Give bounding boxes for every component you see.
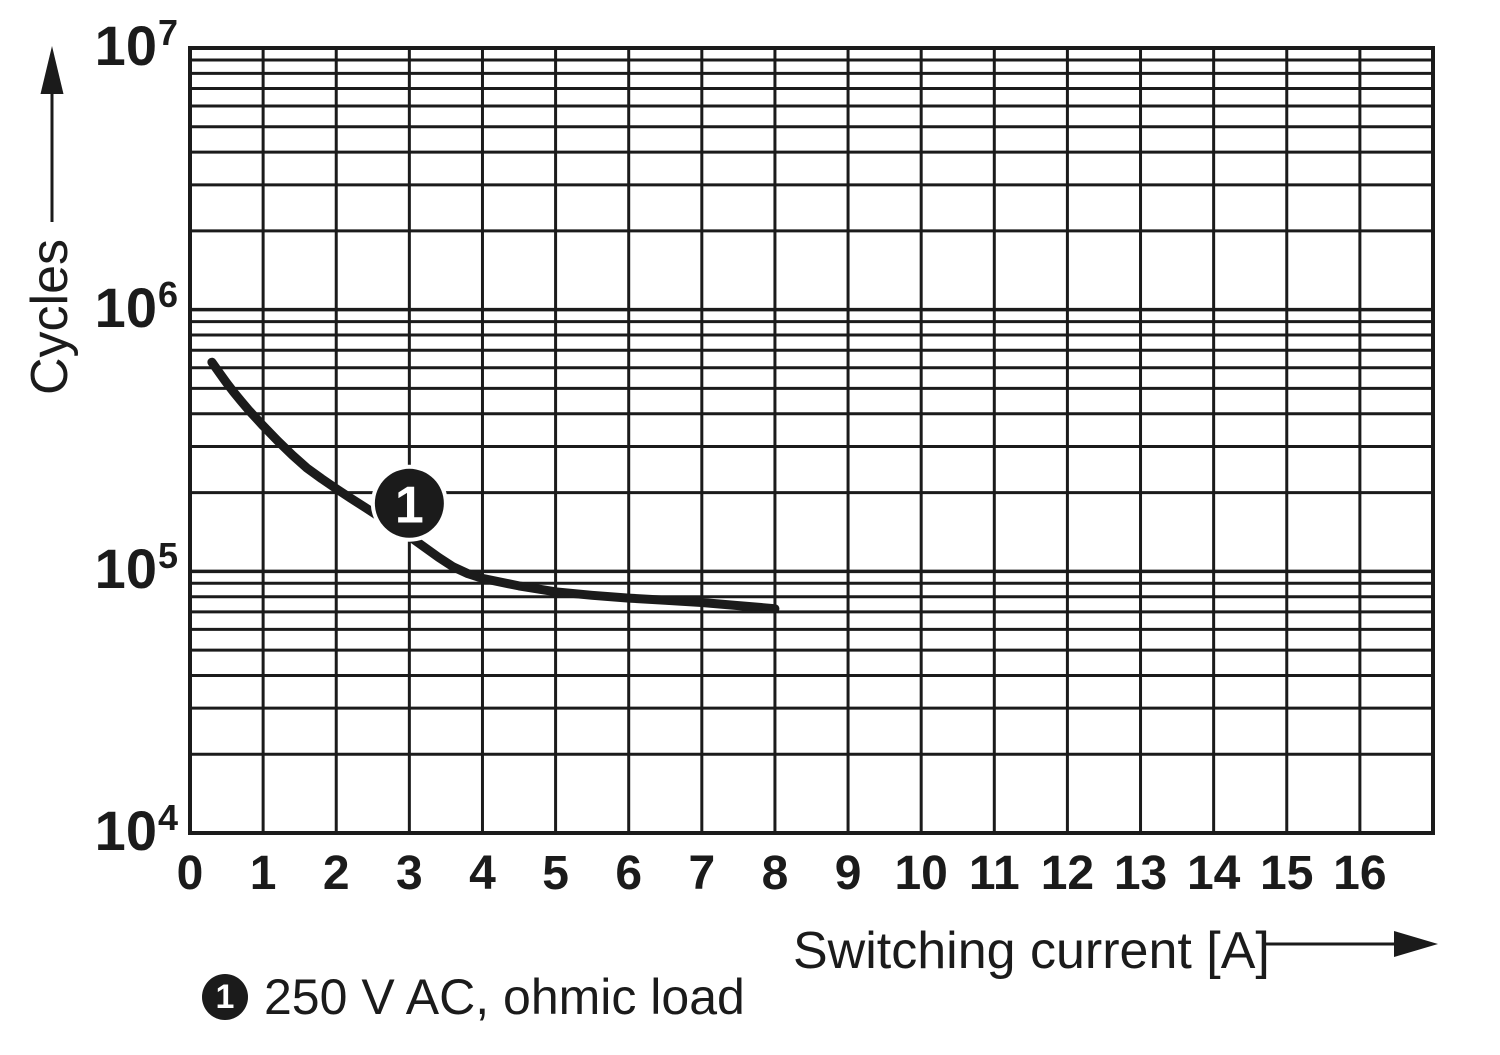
x-tick-label-8: 8 [761, 847, 789, 900]
grid-group [190, 48, 1433, 833]
y-tick-label-10e4: 104 [94, 797, 178, 862]
curve-1-marker-label: 1 [395, 476, 424, 534]
x-tick-label-5: 5 [542, 847, 569, 900]
x-tick-label-1: 1 [249, 847, 277, 900]
curve-1-marker [374, 468, 444, 538]
curve-group: 1 [207, 357, 780, 614]
x-tick-label-13: 13 [1113, 847, 1168, 900]
legend-marker-1: 1 [202, 974, 248, 1020]
y-axis-arrow-icon [40, 46, 64, 222]
x-tick-label-11: 11 [968, 847, 1020, 900]
x-tick-label-6: 6 [615, 847, 643, 900]
x-tick-label-2: 2 [322, 847, 350, 900]
x-tick-label-14: 14 [1186, 847, 1241, 900]
x-tick-label-10: 10 [894, 847, 948, 900]
x-axis-arrow-icon [1262, 931, 1438, 957]
legend: 1 250 V AC, ohmic load [202, 972, 745, 1022]
x-tick-label-9: 9 [834, 847, 862, 900]
y-tick-label-10e6: 106 [94, 273, 178, 339]
x-tick-label-15: 15 [1260, 847, 1314, 900]
x-axis-title: Switching current [A] [793, 922, 1270, 980]
plot-border [188, 46, 1435, 835]
x-tick-label-12: 12 [1040, 847, 1095, 900]
x-tick-label-16: 16 [1333, 847, 1387, 900]
x-tick-label-4: 4 [469, 847, 496, 900]
x-tick-label-0: 0 [176, 847, 204, 900]
y-tick-label-10e5: 105 [94, 535, 178, 601]
x-tick-label-7: 7 [688, 847, 716, 900]
legend-text-1: 250 V AC, ohmic load [264, 969, 745, 1025]
y-tick-label-10e7: 107 [94, 12, 178, 77]
x-tick-label-3: 3 [395, 847, 423, 900]
